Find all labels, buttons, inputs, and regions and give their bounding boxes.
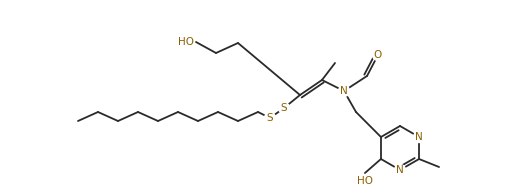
Text: HO: HO — [357, 176, 373, 186]
Text: O: O — [374, 50, 382, 60]
Text: S: S — [267, 113, 274, 123]
Circle shape — [413, 132, 424, 142]
Circle shape — [278, 103, 289, 113]
Text: HO: HO — [178, 37, 194, 47]
Text: N: N — [415, 132, 423, 142]
Circle shape — [372, 50, 383, 61]
Circle shape — [265, 113, 276, 123]
Text: N: N — [340, 86, 348, 96]
Circle shape — [339, 85, 349, 96]
Text: S: S — [281, 103, 287, 113]
Text: N: N — [396, 165, 404, 175]
Circle shape — [394, 164, 406, 175]
